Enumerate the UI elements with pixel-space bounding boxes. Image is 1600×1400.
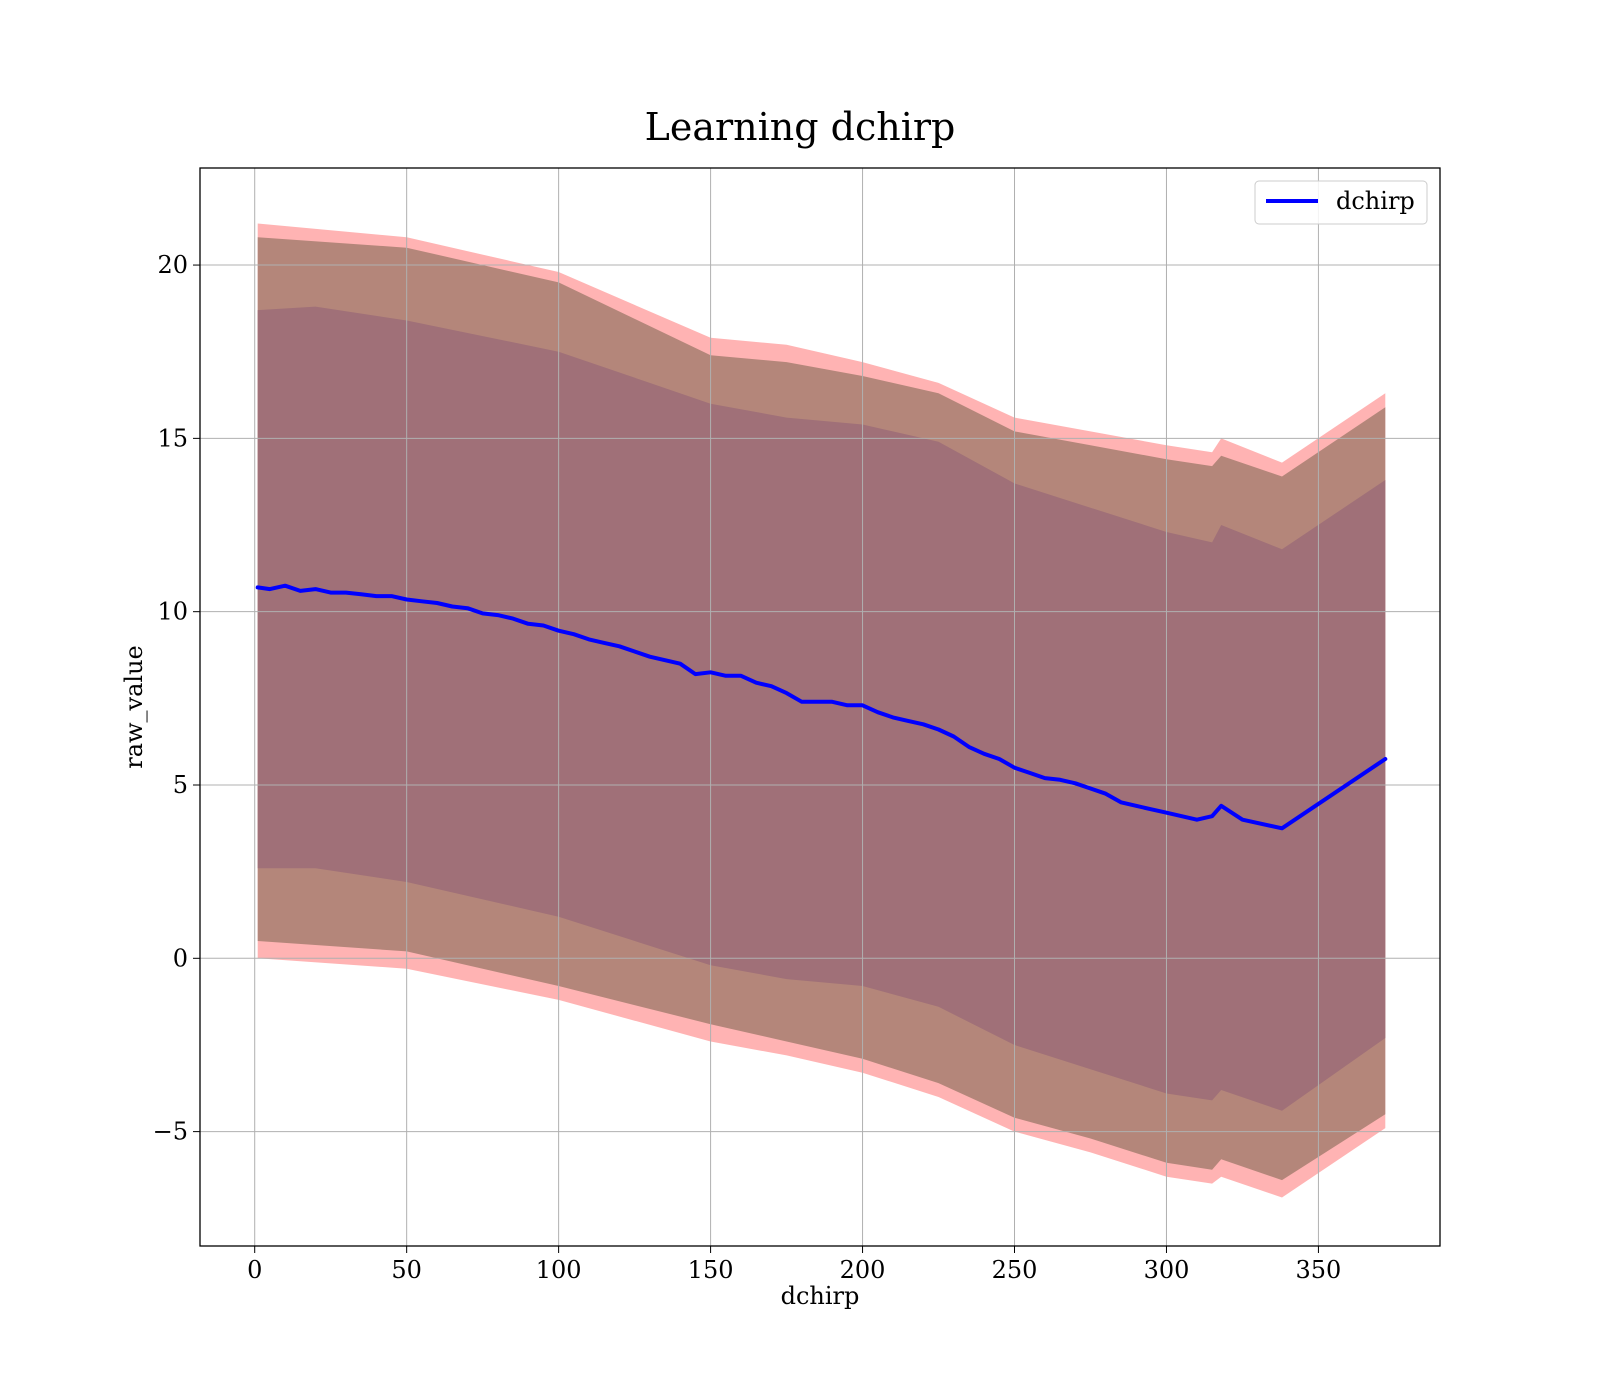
ticks-layer: 0 50 100 150 200 250 300 350 −5 0 5 10 15 20 <box>153 251 1342 1284</box>
y-tick-label: −5 <box>153 1118 188 1146</box>
x-tick-label: 200 <box>840 1256 886 1284</box>
legend-box <box>1254 180 1428 225</box>
bands-layer <box>257 223 1386 1198</box>
x-tick-label: 50 <box>391 1256 422 1284</box>
legend-label-dchirp: dchirp <box>1336 187 1415 215</box>
x-tick-label: 300 <box>1144 1256 1190 1284</box>
legend: dchirp <box>1254 180 1428 225</box>
x-tick-label: 0 <box>247 1256 262 1284</box>
y-tick-label: 20 <box>157 251 188 279</box>
series-layer <box>255 583 1388 831</box>
chart-title: Learning dchirp <box>645 105 956 149</box>
x-axis-label: dchirp <box>781 1282 860 1310</box>
y-tick-label: 10 <box>157 598 188 626</box>
y-tick-label: 0 <box>173 944 188 972</box>
series-line-dchirp <box>255 583 1388 831</box>
x-tick-label: 100 <box>536 1256 582 1284</box>
band-2 <box>257 306 1386 1111</box>
grid-layer <box>200 168 1440 1246</box>
x-tick-label: 350 <box>1296 1256 1342 1284</box>
y-tick-label: 15 <box>157 424 188 452</box>
y-axis-label: raw_value <box>120 645 148 769</box>
plot-frame <box>199 167 1441 1247</box>
y-tick-label: 5 <box>173 771 188 799</box>
x-tick-label: 150 <box>688 1256 734 1284</box>
x-tick-label: 250 <box>992 1256 1038 1284</box>
